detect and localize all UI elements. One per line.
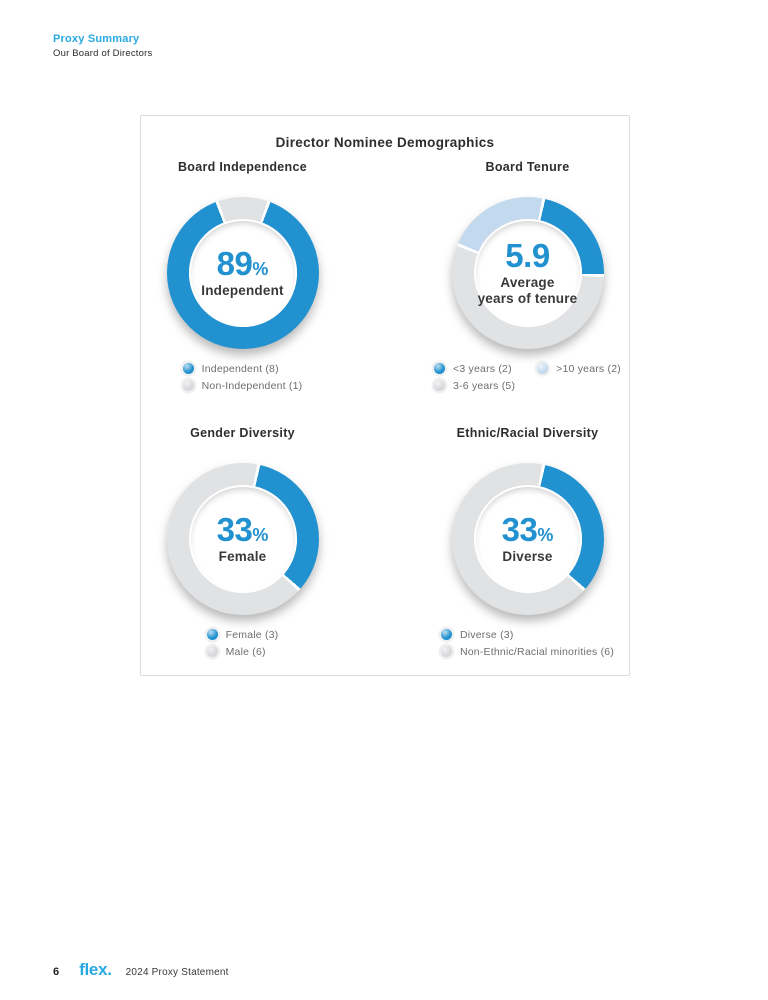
footer-document-title: 2024 Proxy Statement: [125, 967, 229, 978]
legend-item-female: Female (3): [206, 628, 279, 641]
legend-dot-diverse: [440, 629, 452, 640]
legend-label-male: Male (6): [225, 645, 266, 658]
donut-hole: 5.9 Average years of tenure: [473, 219, 582, 327]
legend-label-over-10-years: >10 years (2): [556, 362, 621, 375]
donut-center-value: 5.9: [478, 239, 578, 272]
donut-center-text: 5.9 Average years of tenure: [478, 239, 578, 306]
value-number: 5.9: [505, 237, 550, 275]
donut-center-value: 33%: [502, 513, 554, 546]
donut-hole: 33% Diverse: [473, 485, 582, 593]
donut-center-label: Diverse: [502, 549, 553, 565]
legend-item-over-10-years: >10 years (2): [537, 363, 621, 375]
donut-hole: 89% Independent: [188, 219, 297, 327]
donut-board-tenure: 5.9 Average years of tenure: [451, 197, 604, 349]
legend-label-3-6-years: 3-6 years (5): [453, 379, 516, 392]
legend-dot-3-6-years: [434, 380, 446, 391]
legend-item-under-3-years: <3 years (2): [434, 363, 515, 375]
legend-label-non-independent: Non-Independent (1): [201, 379, 303, 392]
chart-grid: Board Independence 89% Independent Indep…: [141, 150, 629, 660]
header-section-title: Our Board of Directors: [53, 48, 153, 59]
value-number: 33: [501, 511, 538, 549]
legend-dot-male: [206, 646, 218, 657]
legend-item-male: Male (6): [206, 645, 266, 658]
legend-gender-diversity: Female (3) Male (6): [206, 626, 279, 660]
chart-board-independence: Board Independence 89% Independent Indep…: [141, 150, 385, 394]
card-title: Director Nominee Demographics: [275, 135, 495, 150]
legend-item-diverse: Diverse (3): [440, 628, 514, 641]
legend-board-tenure: <3 years (2) 3-6 years (5) >10 years (2): [434, 360, 621, 394]
donut-center-value: 89%: [201, 247, 283, 280]
page-footer: 6 flex. 2024 Proxy Statement: [53, 960, 229, 980]
demographics-card: Director Nominee Demographics Board Inde…: [140, 115, 630, 676]
header-eyebrow: Proxy Summary: [53, 33, 140, 45]
value-unit: %: [252, 259, 269, 280]
chart-title-gender-diversity: Gender Diversity: [190, 426, 295, 440]
donut-hole: 33% Female: [188, 485, 297, 593]
legend-ethnic-racial-diversity: Diverse (3) Non-Ethnic/Racial minorities…: [440, 626, 615, 660]
legend-dot-independent: [182, 363, 194, 374]
value-unit: %: [537, 525, 554, 546]
legend-label-diverse: Diverse (3): [459, 628, 514, 641]
chart-board-tenure: Board Tenure 5.9 Average years of tenure…: [385, 150, 629, 394]
legend-dot-over-10-years: [537, 363, 549, 374]
chart-gender-diversity: Gender Diversity 33% Female Female (3): [141, 416, 385, 660]
value-number: 89: [216, 245, 253, 283]
legend-item-3-6-years: 3-6 years (5): [434, 380, 515, 392]
page-number: 6: [53, 966, 60, 978]
legend-item-independent: Independent (8): [182, 362, 279, 375]
donut-center-label: Independent: [201, 283, 284, 299]
donut-gender-diversity: 33% Female: [166, 463, 319, 615]
legend-item-non-ethnic-racial-minorities: Non-Ethnic/Racial minorities (6): [440, 645, 615, 658]
donut-center-value: 33%: [217, 513, 269, 546]
donut-center-label: Female: [218, 549, 267, 565]
legend-dot-under-3-years: [434, 363, 446, 374]
donut-center-text: 33% Diverse: [502, 513, 554, 565]
flex-logo: flex.: [79, 960, 112, 979]
value-unit: %: [252, 525, 269, 546]
legend-label-female: Female (3): [225, 628, 279, 641]
running-header: Proxy Summary Our Board of Directors: [53, 33, 152, 59]
legend-label-non-ethnic-racial-minorities: Non-Ethnic/Racial minorities (6): [459, 645, 615, 658]
legend-dot-female: [206, 629, 218, 640]
legend-label-independent: Independent (8): [201, 362, 279, 375]
legend-board-independence: Independent (8) Non-Independent (1): [182, 360, 303, 394]
chart-title-board-independence: Board Independence: [177, 160, 308, 174]
chart-title-ethnic-racial-diversity: Ethnic/Racial Diversity: [456, 426, 599, 440]
donut-board-independence: 89% Independent: [166, 197, 319, 349]
value-number: 33: [216, 511, 253, 549]
donut-center-label: Average years of tenure: [477, 275, 578, 306]
donut-center-text: 33% Female: [217, 513, 269, 565]
legend-dot-non-ethnic-racial-minorities: [440, 646, 452, 657]
chart-title-board-tenure: Board Tenure: [485, 160, 570, 174]
legend-dot-non-independent: [182, 380, 194, 391]
donut-center-text: 89% Independent: [201, 247, 283, 299]
legend-label-under-3-years: <3 years (2): [453, 362, 512, 375]
legend-item-non-independent: Non-Independent (1): [182, 379, 303, 392]
chart-ethnic-racial-diversity: Ethnic/Racial Diversity 33% Diverse Dive…: [385, 416, 629, 660]
donut-ethnic-racial-diversity: 33% Diverse: [451, 463, 604, 615]
